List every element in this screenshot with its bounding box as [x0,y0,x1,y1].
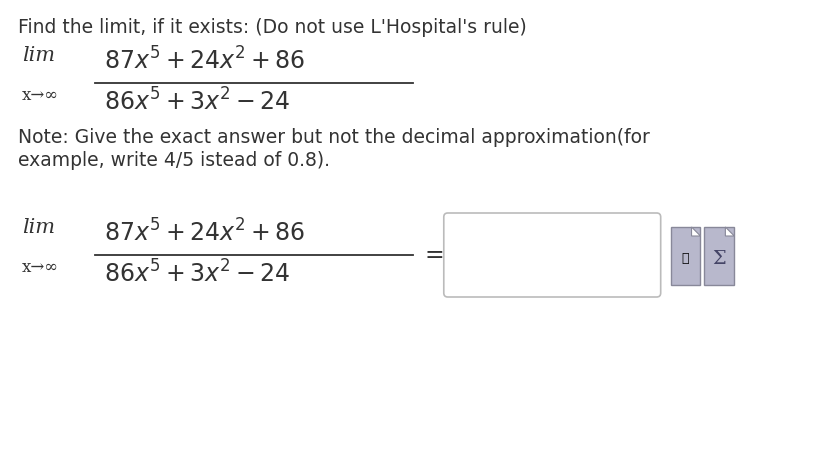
Text: lim: lim [22,46,55,65]
Polygon shape [724,227,734,236]
Text: Note: Give the exact answer but not the decimal approximation(for: Note: Give the exact answer but not the … [18,128,649,147]
Text: x→∞: x→∞ [22,259,59,276]
Text: Σ: Σ [712,250,725,268]
Polygon shape [691,227,700,236]
FancyBboxPatch shape [704,227,734,285]
Text: Find the limit, if it exists: (Do not use L'Hospital's rule): Find the limit, if it exists: (Do not us… [18,18,526,37]
Text: =: = [424,243,444,267]
Text: $86x^5 + 3x^2 - 24$: $86x^5 + 3x^2 - 24$ [104,88,290,115]
Text: $86x^5 + 3x^2 - 24$: $86x^5 + 3x^2 - 24$ [104,260,290,287]
FancyBboxPatch shape [670,227,700,285]
FancyBboxPatch shape [443,213,660,297]
Text: x→∞: x→∞ [22,87,59,104]
Text: $87x^5 + 24x^2 + 86$: $87x^5 + 24x^2 + 86$ [104,220,305,247]
Text: $87x^5 + 24x^2 + 86$: $87x^5 + 24x^2 + 86$ [104,48,305,75]
Text: 🔍: 🔍 [681,253,689,265]
Text: lim: lim [22,218,55,237]
Text: example, write 4/5 istead of 0.8).: example, write 4/5 istead of 0.8). [18,151,329,170]
